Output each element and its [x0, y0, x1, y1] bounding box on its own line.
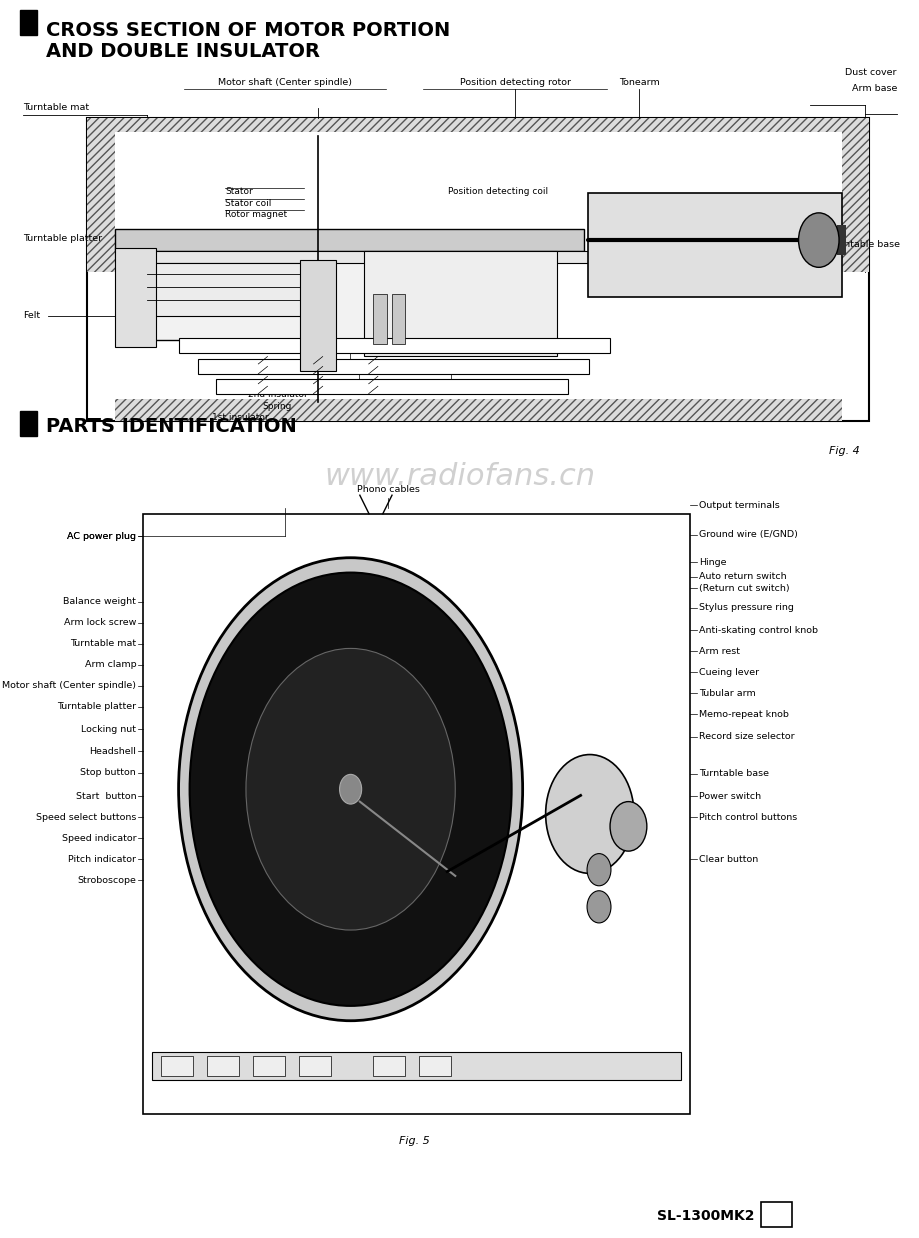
Circle shape	[245, 649, 455, 930]
Text: Headshell: Headshell	[89, 747, 136, 756]
Bar	[133, 251, 509, 340]
Text: Speed select buttons: Speed select buttons	[36, 812, 136, 822]
Bar	[841, 132, 868, 272]
Bar	[391, 295, 405, 344]
Text: 1st insulator: 1st insulator	[211, 412, 268, 422]
Circle shape	[586, 854, 610, 886]
Bar	[142, 514, 689, 1114]
Text: (Return cut switch): (Return cut switch)	[698, 583, 789, 593]
Bar	[836, 225, 845, 255]
Text: AC power plug: AC power plug	[67, 531, 136, 541]
Text: Fig. 4: Fig. 4	[829, 446, 859, 456]
Bar	[587, 193, 841, 297]
Text: Memo-repeat knob: Memo-repeat knob	[698, 709, 789, 719]
Text: Stator frame: Stator frame	[448, 379, 505, 389]
Text: Clear button: Clear button	[698, 854, 757, 864]
Text: Tubular arm: Tubular arm	[698, 688, 755, 698]
Bar	[216, 379, 568, 394]
Text: Balance weight: Balance weight	[63, 597, 136, 607]
Bar	[142, 264, 309, 316]
Text: Spring: Spring	[262, 401, 291, 411]
Text: Auto return switch: Auto return switch	[698, 572, 786, 582]
Bar	[179, 338, 609, 353]
Text: Anti-skating control knob: Anti-skating control knob	[698, 625, 817, 635]
Bar	[207, 1056, 239, 1076]
Bar	[20, 10, 37, 35]
Text: Main base: Main base	[326, 368, 372, 378]
Bar	[418, 1056, 450, 1076]
Text: 2nd insulator: 2nd insulator	[248, 390, 308, 400]
Text: PARTS IDENTIFICATION: PARTS IDENTIFICATION	[46, 417, 297, 436]
Text: Fig. 5: Fig. 5	[398, 1136, 429, 1146]
Bar	[115, 251, 599, 264]
Text: Arm rest: Arm rest	[698, 646, 740, 656]
Bar	[299, 1056, 331, 1076]
Circle shape	[339, 775, 361, 805]
Circle shape	[178, 557, 522, 1020]
Text: 3: 3	[771, 1207, 780, 1222]
Bar	[115, 248, 156, 347]
Bar	[372, 1056, 404, 1076]
Bar	[373, 295, 387, 344]
Text: Hinge: Hinge	[698, 557, 726, 567]
Text: Turntable base: Turntable base	[698, 769, 768, 779]
Text: Stylus pressure ring: Stylus pressure ring	[698, 603, 793, 613]
FancyBboxPatch shape	[760, 1202, 791, 1227]
Text: Phono cables: Phono cables	[357, 485, 419, 494]
Circle shape	[189, 572, 511, 1005]
Bar	[161, 1056, 193, 1076]
Bar	[20, 411, 37, 436]
Text: Felt: Felt	[23, 311, 40, 321]
Text: AC power plug: AC power plug	[67, 531, 136, 541]
Bar	[152, 1052, 680, 1080]
Text: AND DOUBLE INSULATOR: AND DOUBLE INSULATOR	[46, 42, 320, 61]
Text: Start  button: Start button	[75, 791, 136, 801]
Text: Arm base: Arm base	[851, 84, 896, 93]
Text: Visco-elastic material: Visco-elastic material	[248, 379, 346, 389]
Bar	[115, 399, 841, 421]
Bar	[87, 118, 868, 132]
Text: Output terminals: Output terminals	[698, 500, 779, 510]
Text: SL-1300MK2: SL-1300MK2	[656, 1208, 754, 1223]
Text: Pitch control buttons: Pitch control buttons	[698, 812, 797, 822]
Text: Motor shaft (Center spindle): Motor shaft (Center spindle)	[2, 681, 136, 691]
Text: Cueing lever: Cueing lever	[698, 667, 758, 677]
Text: Dust cover: Dust cover	[845, 68, 896, 77]
Text: Rotor magnet: Rotor magnet	[225, 209, 288, 219]
Bar	[115, 229, 584, 251]
Text: Record size selector: Record size selector	[698, 732, 794, 742]
Text: Arm clamp: Arm clamp	[85, 660, 136, 670]
Bar	[300, 260, 336, 371]
Text: CROSS SECTION OF MOTOR PORTION: CROSS SECTION OF MOTOR PORTION	[46, 21, 449, 40]
Text: Position detecting rotor: Position detecting rotor	[460, 78, 570, 87]
Text: Power switch: Power switch	[698, 791, 761, 801]
Text: Locking nut: Locking nut	[81, 724, 136, 734]
Text: Stop button: Stop button	[80, 768, 136, 777]
Text: Turntable mat: Turntable mat	[70, 639, 136, 649]
Text: Tonearm: Tonearm	[618, 78, 659, 87]
Text: www.radiofans.cn: www.radiofans.cn	[324, 462, 595, 491]
Circle shape	[609, 802, 646, 852]
Bar	[198, 359, 588, 374]
Text: Turntable platter: Turntable platter	[23, 234, 102, 243]
Circle shape	[798, 213, 838, 267]
Text: Arm lock screw: Arm lock screw	[63, 618, 136, 628]
Text: Position detecting coil: Position detecting coil	[448, 187, 548, 197]
Text: Stroboscope: Stroboscope	[77, 875, 136, 885]
Bar	[253, 1056, 285, 1076]
Text: Pitch indicator: Pitch indicator	[68, 854, 136, 864]
Text: Turntable platter: Turntable platter	[57, 702, 136, 712]
Circle shape	[545, 754, 633, 874]
Text: Ground wire (E/GND): Ground wire (E/GND)	[698, 530, 797, 540]
Bar	[364, 251, 556, 357]
Text: Turntable base: Turntable base	[829, 240, 899, 249]
Circle shape	[586, 891, 610, 924]
Text: Turntable mat: Turntable mat	[23, 103, 89, 113]
Text: Motor shaft (Center spindle): Motor shaft (Center spindle)	[218, 78, 352, 87]
Text: Speed indicator: Speed indicator	[62, 833, 136, 843]
Text: Stator coil: Stator coil	[225, 198, 271, 208]
Text: Stator: Stator	[225, 187, 253, 197]
Bar	[87, 118, 868, 421]
Bar	[87, 132, 115, 272]
